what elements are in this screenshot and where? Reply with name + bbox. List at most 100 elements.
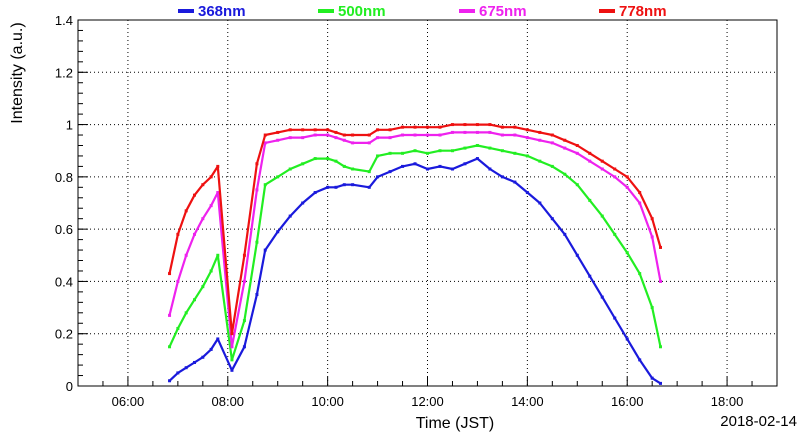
data-point: [388, 151, 392, 155]
data-point: [376, 154, 380, 158]
data-point: [326, 133, 330, 137]
data-point: [450, 149, 454, 153]
data-point: [388, 136, 392, 140]
data-point: [488, 123, 492, 127]
data-point: [659, 245, 662, 249]
data-point: [513, 151, 517, 155]
data-point: [638, 358, 642, 362]
data-point: [168, 379, 172, 383]
data-point: [342, 183, 346, 187]
data-point: [613, 316, 617, 320]
x-axis-title: Time (JST): [416, 415, 495, 432]
data-point: [575, 183, 579, 187]
data-point: [242, 345, 246, 349]
data-point: [326, 185, 330, 189]
data-point: [376, 136, 380, 140]
data-point: [538, 159, 542, 163]
data-point: [184, 209, 188, 213]
y-tick-label: 0.6: [55, 222, 73, 237]
data-point: [625, 175, 629, 179]
series-500nm: [168, 143, 662, 362]
data-point: [575, 253, 579, 257]
data-point: [168, 313, 172, 317]
data-point: [288, 214, 292, 218]
data-point: [184, 253, 188, 257]
data-point: [255, 293, 259, 296]
legend-label: 500nm: [338, 3, 386, 20]
data-point: [263, 141, 267, 145]
data-point: [276, 130, 280, 134]
data-point: [263, 183, 267, 187]
data-point: [525, 154, 529, 158]
data-point: [588, 198, 592, 202]
data-point: [625, 251, 629, 255]
data-point: [500, 125, 504, 129]
data-point: [388, 170, 392, 174]
data-point: [659, 345, 662, 349]
data-point: [351, 141, 355, 145]
data-point: [438, 133, 442, 137]
data-point: [288, 128, 292, 132]
data-point: [575, 151, 579, 155]
y-tick-label: 0.8: [55, 170, 73, 185]
data-point: [613, 167, 617, 171]
data-point: [255, 188, 259, 192]
data-point: [650, 235, 654, 239]
series-line: [168, 157, 662, 385]
data-point: [209, 175, 213, 179]
x-tick-label: 06:00: [112, 394, 145, 409]
data-point: [334, 136, 338, 140]
data-point: [426, 151, 429, 155]
series-line: [168, 123, 662, 335]
x-tick-label: 08:00: [212, 394, 245, 409]
data-point: [638, 191, 642, 195]
data-point: [525, 191, 529, 195]
data-point: [255, 240, 259, 244]
data-point: [638, 201, 642, 205]
data-point: [513, 125, 517, 129]
data-point: [588, 274, 592, 278]
data-point: [209, 269, 213, 273]
data-point: [463, 123, 467, 127]
data-point: [513, 180, 517, 184]
data-point: [613, 232, 617, 236]
y-tick-label: 1.4: [55, 13, 73, 28]
data-point: [376, 175, 380, 179]
data-point: [313, 128, 317, 132]
data-point: [575, 143, 579, 147]
series-675nm: [168, 130, 662, 349]
data-point: [613, 175, 617, 179]
data-point: [230, 368, 234, 372]
data-point: [367, 170, 371, 174]
data-point: [326, 128, 330, 132]
data-point: [538, 138, 542, 142]
data-point: [263, 248, 267, 252]
data-point: [475, 123, 479, 127]
data-point: [563, 172, 567, 176]
data-point: [342, 138, 346, 142]
data-point: [538, 130, 542, 134]
data-point: [650, 217, 654, 221]
series-368nm: [168, 157, 662, 385]
y-tick-label: 0.4: [55, 274, 73, 289]
data-point: [351, 133, 355, 137]
data-point: [413, 149, 417, 153]
data-point: [342, 164, 346, 168]
data-point: [426, 125, 429, 129]
data-point: [525, 128, 529, 132]
legend-item: 778nm: [599, 3, 667, 20]
data-point: [600, 159, 604, 163]
data-point: [367, 133, 371, 137]
y-tick-label: 1: [66, 118, 73, 133]
data-point: [193, 298, 196, 302]
data-point: [301, 136, 305, 140]
grid-layer: [78, 20, 777, 386]
data-point: [334, 130, 338, 134]
data-point: [242, 253, 246, 257]
data-point: [288, 136, 292, 140]
data-point: [600, 214, 604, 218]
legend-label: 368nm: [198, 3, 246, 20]
data-point: [230, 345, 234, 349]
